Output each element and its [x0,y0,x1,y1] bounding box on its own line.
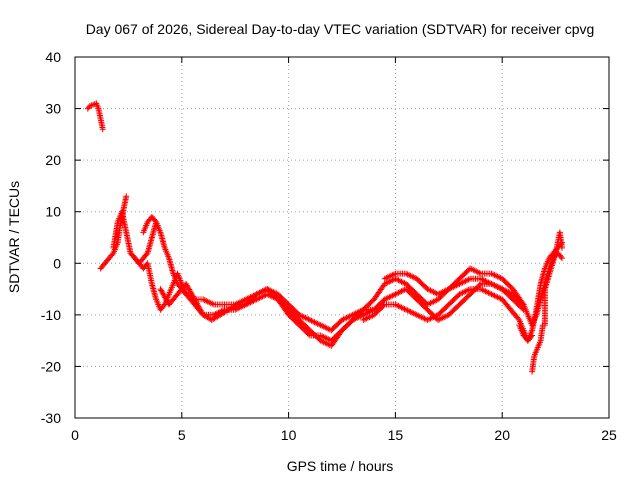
data-point [559,255,566,262]
data-point [232,302,239,309]
data-point [109,251,116,258]
data-point [559,244,566,251]
series-track-a [84,100,106,133]
data-point [182,289,189,296]
data-point [160,302,167,309]
data-point [153,219,160,226]
y-tick-label--20: -20 [41,358,61,374]
x-tick-label-0: 0 [71,427,79,443]
data-points [84,100,566,375]
y-tick-label-20: 20 [45,152,61,168]
x-axis: 0 5 10 15 20 25 [71,57,617,443]
y-tick-label--10: -10 [41,307,61,323]
data-point [99,126,106,133]
x-axis-title: GPS time / hours [287,458,394,474]
grid-lines [75,57,609,418]
y-tick-label-40: 40 [45,49,61,65]
series-track-i [529,229,566,375]
series-track-g [360,286,536,344]
y-axis: -30 -20 -10 0 10 20 30 40 [41,49,609,426]
y-tick-label--30: -30 [41,410,61,426]
y-tick-label-10: 10 [45,204,61,220]
plot-frame [74,56,610,419]
x-tick-label-10: 10 [281,427,297,443]
series-track-e [157,280,527,349]
series-track-j [127,219,160,267]
chart-title: Day 067 of 2026, Sidereal Day-to-day VTE… [86,21,595,37]
data-point [123,193,130,200]
y-tick-label-0: 0 [53,255,61,271]
data-point [143,251,150,258]
x-tick-label-25: 25 [601,427,617,443]
x-tick-label-20: 20 [494,427,510,443]
y-axis-title: SDTVAR / TECUs [6,181,22,293]
data-point [519,300,526,307]
y-tick-label-30: 30 [45,101,61,117]
data-point [380,302,387,309]
x-tick-label-15: 15 [388,427,404,443]
series-track-f [381,249,566,329]
data-point [476,282,483,289]
data-point [515,315,522,322]
data-point [557,253,564,260]
x-tick-label-5: 5 [178,427,186,443]
